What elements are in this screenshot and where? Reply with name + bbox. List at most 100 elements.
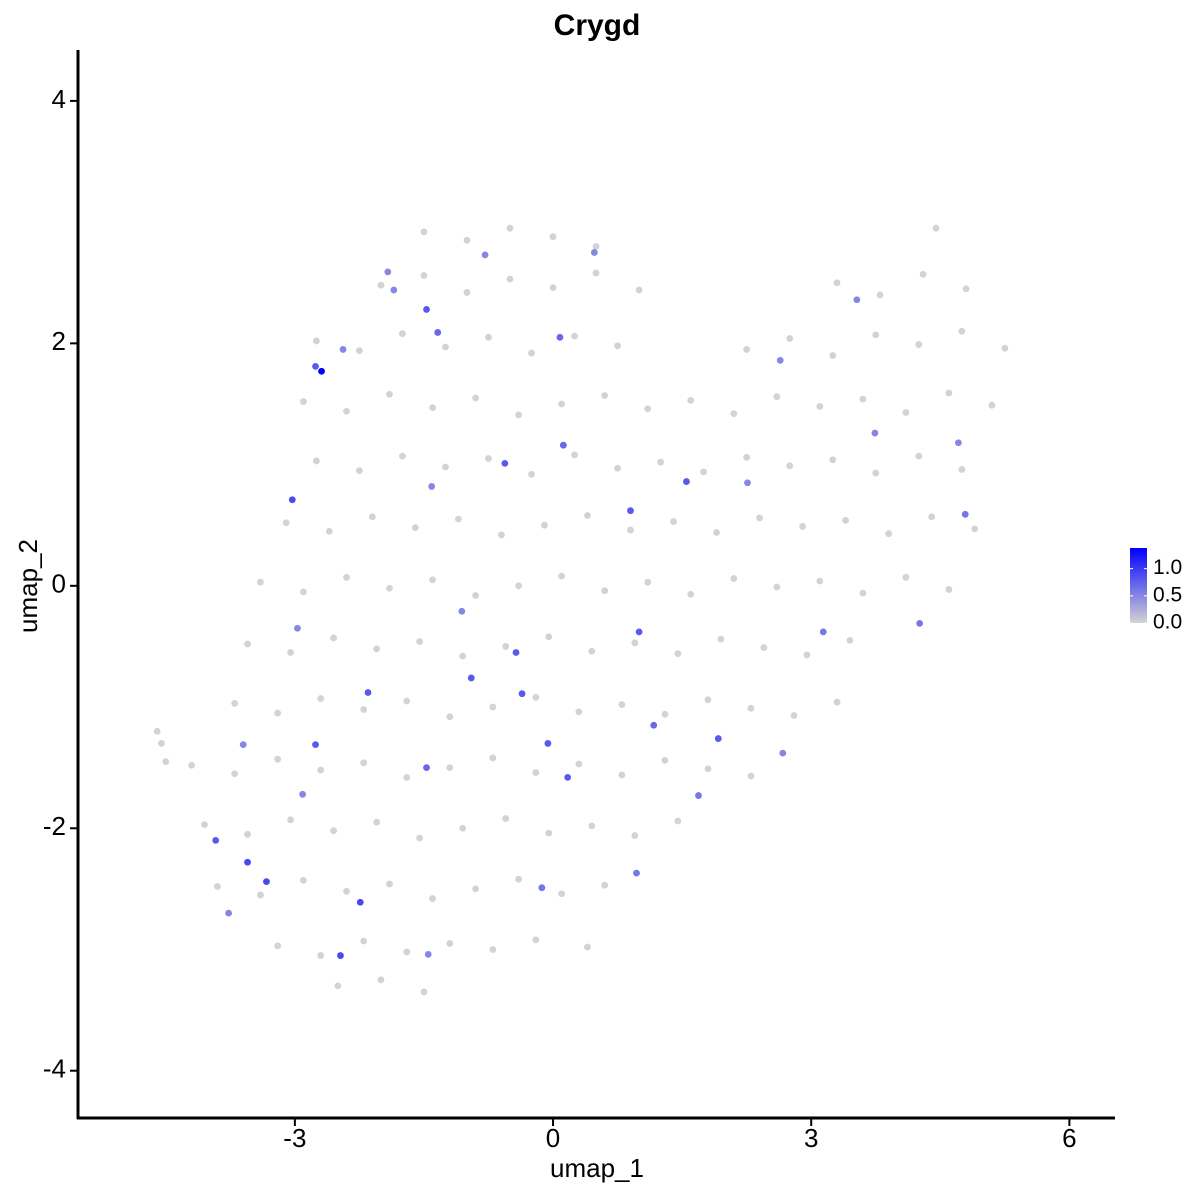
cell-point bbox=[790, 712, 798, 719]
cell-point bbox=[294, 624, 301, 632]
x-tick-label: 3 bbox=[804, 1123, 818, 1153]
cell-point bbox=[317, 766, 325, 774]
cell-point bbox=[846, 636, 854, 644]
cell-point bbox=[962, 285, 970, 293]
cell-point bbox=[411, 524, 419, 532]
cell-point bbox=[584, 512, 591, 519]
cell-point bbox=[773, 583, 781, 591]
cell-point bbox=[773, 393, 781, 401]
cell-point bbox=[618, 701, 626, 709]
color-bar-label: 1.0 bbox=[1153, 556, 1182, 579]
y-tick-label: -2 bbox=[43, 811, 66, 841]
cell-point bbox=[532, 936, 540, 944]
cell-point bbox=[386, 390, 393, 398]
cell-point bbox=[485, 455, 492, 462]
cell-point bbox=[584, 943, 591, 951]
cell-point bbox=[377, 281, 385, 289]
cell-point bbox=[446, 940, 454, 947]
cell-point bbox=[429, 576, 436, 584]
cell-point bbox=[489, 703, 497, 711]
cell-point bbox=[446, 713, 454, 721]
cell-point bbox=[687, 396, 695, 404]
x-tick-label: 0 bbox=[546, 1123, 560, 1153]
cell-point bbox=[695, 792, 702, 799]
cell-point bbox=[472, 885, 479, 893]
cell-point bbox=[571, 451, 578, 459]
y-axis-label: umap_2 bbox=[13, 539, 43, 633]
cell-point bbox=[592, 269, 600, 277]
cell-point bbox=[988, 401, 996, 409]
cell-point bbox=[399, 452, 406, 460]
cell-point bbox=[644, 405, 652, 413]
cell-point bbox=[743, 346, 751, 353]
cell-point bbox=[424, 950, 432, 958]
cell-point bbox=[872, 469, 880, 477]
cell-point bbox=[558, 890, 566, 898]
cell-point bbox=[614, 464, 621, 472]
cell-point bbox=[532, 693, 540, 701]
cell-point bbox=[244, 858, 251, 866]
cell-point bbox=[714, 735, 722, 742]
cell-point bbox=[1001, 344, 1009, 352]
cell-point bbox=[556, 333, 564, 341]
chart-title: Crygd bbox=[554, 9, 641, 42]
cell-point bbox=[317, 952, 325, 959]
color-bar bbox=[1130, 548, 1147, 623]
cell-point bbox=[467, 674, 475, 682]
y-tick-label: 2 bbox=[52, 326, 66, 356]
cell-point bbox=[564, 773, 572, 781]
cell-point bbox=[364, 689, 372, 696]
cell-point bbox=[786, 462, 794, 470]
cell-point bbox=[661, 756, 669, 764]
cell-point bbox=[231, 770, 239, 778]
cell-point bbox=[339, 346, 347, 353]
cell-point bbox=[928, 513, 936, 521]
cell-point bbox=[829, 352, 837, 359]
cell-point bbox=[300, 398, 307, 405]
cell-point bbox=[859, 395, 867, 403]
cell-point bbox=[481, 251, 489, 259]
cell-point bbox=[498, 531, 505, 539]
cell-point bbox=[288, 496, 296, 504]
cell-point bbox=[274, 755, 282, 763]
cell-point bbox=[188, 761, 195, 769]
cell-point bbox=[842, 516, 850, 524]
cell-point bbox=[683, 478, 690, 485]
cell-point bbox=[399, 330, 406, 338]
cell-point bbox=[747, 772, 755, 780]
cell-point bbox=[919, 270, 927, 278]
cell-point bbox=[532, 769, 540, 776]
cell-point bbox=[635, 286, 643, 294]
cell-point bbox=[420, 988, 428, 996]
cell-point bbox=[312, 457, 320, 465]
cell-point bbox=[528, 470, 535, 478]
cell-point bbox=[687, 590, 695, 598]
cell-point bbox=[343, 407, 350, 415]
cell-point bbox=[360, 759, 368, 767]
cell-point bbox=[214, 883, 221, 890]
cell-point bbox=[312, 337, 320, 345]
cell-point bbox=[816, 577, 824, 585]
cell-point bbox=[657, 458, 665, 466]
cell-point bbox=[588, 647, 596, 655]
cell-point bbox=[317, 695, 325, 702]
cell-point bbox=[872, 331, 880, 339]
cell-point bbox=[756, 514, 763, 522]
cell-point bbox=[631, 832, 639, 839]
cell-point bbox=[704, 765, 712, 773]
cell-point bbox=[528, 349, 535, 357]
cell-point bbox=[442, 463, 449, 471]
cell-point bbox=[549, 233, 557, 241]
cell-point bbox=[287, 649, 294, 656]
cell-point bbox=[515, 875, 523, 883]
cell-point bbox=[590, 249, 598, 256]
cell-point bbox=[225, 909, 233, 917]
cell-point bbox=[592, 242, 600, 250]
color-bar-label: 0.5 bbox=[1153, 583, 1182, 606]
cell-point bbox=[916, 619, 924, 627]
cell-point bbox=[730, 575, 738, 582]
cell-point bbox=[360, 937, 368, 945]
x-tick-label: 6 bbox=[1062, 1123, 1076, 1153]
cell-point bbox=[954, 439, 962, 447]
cell-point bbox=[541, 521, 548, 529]
